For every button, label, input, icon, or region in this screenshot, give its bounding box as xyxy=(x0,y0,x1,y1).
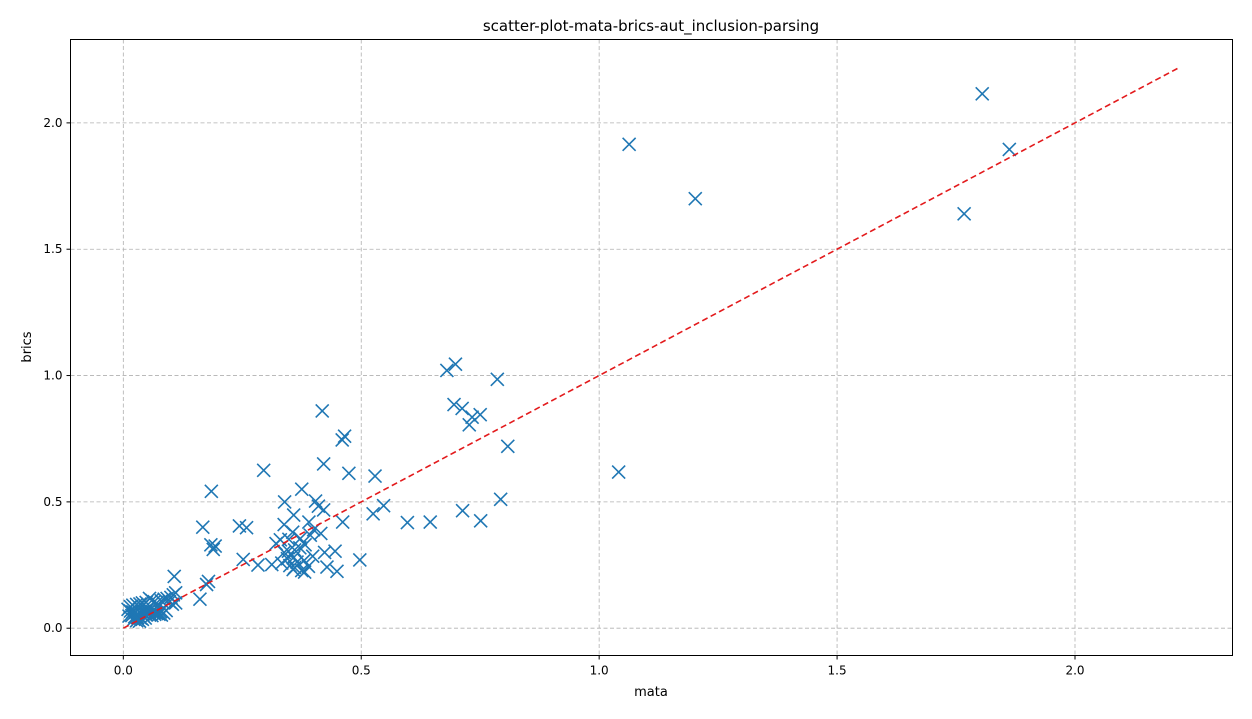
x-tick-label: 1.5 xyxy=(828,664,847,678)
data-point xyxy=(473,513,488,528)
data-point xyxy=(236,552,251,567)
y-axis-label: brics xyxy=(20,331,35,362)
data-point xyxy=(264,557,279,572)
data-point xyxy=(294,563,309,578)
data-point xyxy=(168,595,183,611)
data-point xyxy=(167,569,182,584)
data-point xyxy=(490,372,505,387)
data-point xyxy=(446,397,462,412)
data-point xyxy=(292,540,307,555)
x-axis-label: mata xyxy=(634,685,668,700)
data-point xyxy=(301,515,316,530)
x-tick-label: 0.5 xyxy=(352,664,371,678)
data-point xyxy=(329,564,345,579)
data-point xyxy=(455,401,470,416)
data-point xyxy=(337,429,352,444)
data-point xyxy=(316,456,331,472)
y-tick-label: 0.5 xyxy=(43,495,62,509)
chart-title: scatter-plot-mata-brics-aut_inclusion-pa… xyxy=(483,17,819,36)
data-point xyxy=(315,403,330,418)
data-point xyxy=(316,502,331,518)
data-point xyxy=(294,482,309,497)
data-point xyxy=(199,577,214,592)
x-tick-label: 2.0 xyxy=(1065,664,1084,678)
data-point xyxy=(367,469,383,484)
data-point xyxy=(285,525,300,540)
data-point xyxy=(465,410,480,425)
reference-line xyxy=(122,66,1181,629)
data-point xyxy=(1002,142,1017,157)
data-point xyxy=(455,503,470,518)
data-point xyxy=(135,612,150,627)
plot-frame xyxy=(70,39,1233,656)
data-point xyxy=(204,484,219,499)
x-tick-label: 1.0 xyxy=(590,664,609,678)
data-point xyxy=(250,557,266,573)
data-point xyxy=(328,544,343,559)
data-points xyxy=(121,86,1017,629)
data-point xyxy=(448,357,463,372)
grid xyxy=(70,39,1233,656)
data-point xyxy=(192,592,207,607)
data-point xyxy=(462,417,477,432)
data-point xyxy=(335,432,350,448)
data-point xyxy=(611,464,626,480)
data-point xyxy=(159,603,174,618)
data-point xyxy=(439,363,454,378)
data-point xyxy=(203,537,218,552)
data-point xyxy=(957,206,972,221)
data-point xyxy=(500,439,515,454)
y-tick-label: 2.0 xyxy=(43,116,62,130)
data-point xyxy=(153,604,168,619)
data-point xyxy=(376,498,391,513)
data-point xyxy=(150,605,165,621)
data-point xyxy=(975,86,990,101)
data-point xyxy=(423,515,438,530)
data-point xyxy=(341,466,356,481)
data-point xyxy=(493,492,508,507)
data-point xyxy=(277,494,292,509)
data-point xyxy=(366,506,381,521)
data-point xyxy=(688,191,703,206)
data-point xyxy=(305,549,320,564)
y-tick-label: 1.5 xyxy=(43,242,62,256)
data-point xyxy=(206,542,221,557)
data-point xyxy=(303,528,318,543)
x-tick-label: 0.0 xyxy=(114,664,133,678)
data-point xyxy=(352,552,367,568)
data-point xyxy=(208,539,223,554)
data-point xyxy=(239,520,254,535)
data-point xyxy=(256,463,271,478)
data-point xyxy=(400,515,415,530)
data-point xyxy=(297,565,312,580)
data-point xyxy=(335,515,350,530)
y-tick-label: 0.0 xyxy=(43,621,62,635)
data-point xyxy=(319,560,335,575)
data-point xyxy=(195,520,210,535)
axis-ticks: 0.0 0.5 1.0 1.5 2.0 0.0 0.5 1.0 1.5 2.0 xyxy=(43,116,1084,678)
data-point xyxy=(622,137,637,152)
y-tick-label: 1.0 xyxy=(43,369,62,383)
